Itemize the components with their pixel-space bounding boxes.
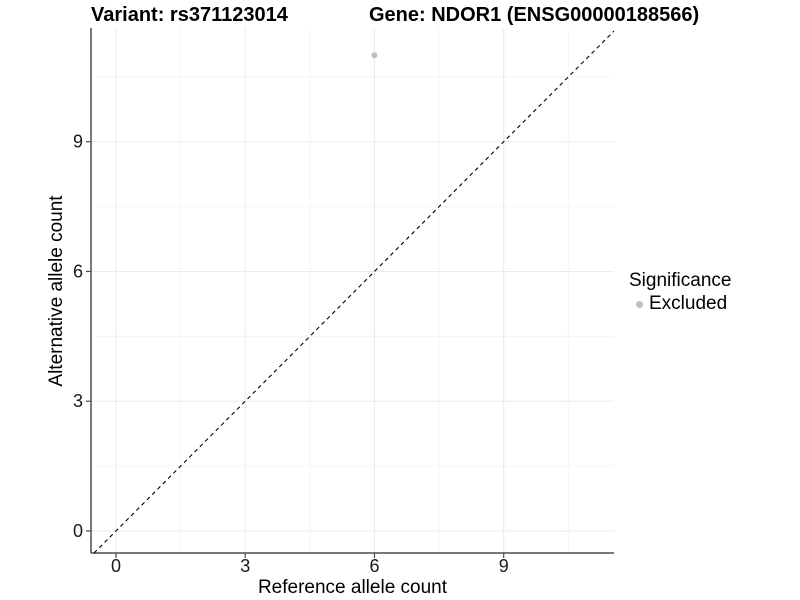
- y-tick-label: 3: [73, 391, 83, 411]
- legend-entry-label: Excluded: [649, 293, 728, 314]
- excluded-point-icon: [636, 300, 643, 308]
- x-tick-label: 9: [499, 556, 509, 576]
- legend: Significance Excluded: [629, 270, 731, 316]
- gene-title: Gene: NDOR1 (ENSG00000188566): [369, 4, 700, 26]
- variant-title: Variant: rs371123014: [91, 4, 288, 26]
- legend-title: Significance: [629, 270, 732, 291]
- x-tick-label: 0: [111, 556, 121, 576]
- data-point: [371, 52, 378, 59]
- x-axis-title: Reference allele count: [257, 577, 448, 598]
- y-tick-label: 0: [73, 521, 83, 541]
- x-tick-label: 6: [369, 556, 379, 576]
- x-tick-label: 3: [240, 556, 250, 576]
- identity-dashed-line: [93, 30, 615, 554]
- y-tick-label: 9: [73, 132, 83, 152]
- y-tick-label: 6: [73, 261, 83, 281]
- y-axis-title: Alternative allele count: [46, 195, 67, 387]
- legend-entry: Excluded: [629, 292, 731, 316]
